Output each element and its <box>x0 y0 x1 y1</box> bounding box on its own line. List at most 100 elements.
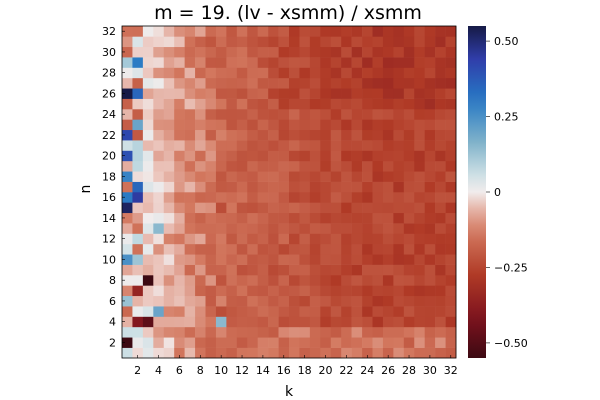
heatmap-cell <box>247 212 258 224</box>
heatmap-cell <box>372 119 384 131</box>
heatmap-cell <box>132 254 144 265</box>
heatmap-cell <box>174 243 185 255</box>
heatmap-cell <box>320 109 332 120</box>
heatmap-cell <box>184 212 196 224</box>
heatmap-cell <box>163 275 175 286</box>
heatmap-cell <box>403 306 415 317</box>
x-tick-label: 30 <box>423 364 437 377</box>
heatmap-cell <box>330 88 342 99</box>
heatmap-cell <box>122 171 133 182</box>
heatmap-cell <box>236 347 248 359</box>
heatmap-cell <box>174 285 185 297</box>
heatmap-cell <box>153 295 165 307</box>
heatmap-cell <box>122 347 133 359</box>
heatmap-cell <box>393 98 405 110</box>
heatmap-cell <box>362 275 373 286</box>
heatmap-cell <box>268 316 279 328</box>
x-tick-label: 18 <box>298 364 312 377</box>
heatmap-cell <box>174 77 185 89</box>
heatmap-cell <box>184 326 196 338</box>
heatmap-cell <box>372 347 384 359</box>
heatmap-cell <box>289 337 300 348</box>
heatmap-cell <box>226 77 238 89</box>
heatmap-cell <box>424 140 436 151</box>
heatmap-cell <box>215 129 227 141</box>
heatmap-cell <box>372 295 384 307</box>
heatmap-cell <box>132 67 144 79</box>
x-tick-label: 6 <box>176 364 183 377</box>
heatmap-cell <box>142 337 154 348</box>
heatmap-cell <box>278 202 290 214</box>
heatmap-cell <box>309 316 321 328</box>
heatmap-cell <box>174 337 185 348</box>
heatmap-cell <box>257 347 269 359</box>
heatmap-cell <box>403 316 415 328</box>
heatmap-cell <box>435 192 446 203</box>
heatmap-cell <box>362 171 373 182</box>
heatmap-cell <box>257 129 269 141</box>
heatmap-cell <box>205 347 217 359</box>
heatmap-cell <box>320 316 332 328</box>
heatmap-cell <box>184 77 196 89</box>
heatmap-cell <box>132 181 144 193</box>
heatmap-cell <box>320 347 332 359</box>
heatmap-cell <box>393 243 405 255</box>
heatmap-cell <box>153 119 165 131</box>
heatmap-cell <box>341 264 352 276</box>
heatmap-cell <box>122 233 133 245</box>
heatmap-cell <box>289 316 300 328</box>
heatmap-cell <box>414 77 425 89</box>
x-tick-label: 24 <box>360 364 374 377</box>
heatmap-cell <box>351 192 363 203</box>
heatmap-cell <box>299 285 311 297</box>
heatmap-cell <box>299 264 311 276</box>
heatmap-cell <box>268 46 279 58</box>
heatmap-cell <box>268 109 279 120</box>
heatmap-cell <box>320 233 332 245</box>
heatmap-cell <box>257 77 269 89</box>
heatmap-cell <box>424 212 436 224</box>
heatmap-cell <box>403 160 415 172</box>
heatmap-cell <box>435 26 446 37</box>
heatmap-cell <box>341 57 352 68</box>
heatmap-cell <box>132 129 144 141</box>
heatmap-cell <box>351 67 363 79</box>
heatmap-cell <box>236 285 248 297</box>
heatmap-cell <box>362 160 373 172</box>
heatmap-cell <box>153 36 165 48</box>
heatmap-cell <box>163 150 175 162</box>
heatmap-cell <box>278 77 290 89</box>
heatmap-cell <box>174 150 185 162</box>
heatmap-cell <box>278 295 290 307</box>
heatmap-cell <box>132 171 144 182</box>
heatmap-cell <box>435 98 446 110</box>
heatmap-cell <box>330 57 342 68</box>
heatmap-cell <box>424 98 436 110</box>
heatmap-cell <box>174 57 185 68</box>
heatmap-cell <box>341 46 352 58</box>
heatmap-cell <box>236 326 248 338</box>
heatmap-cell <box>414 181 425 193</box>
heatmap-cell <box>393 88 405 99</box>
heatmap-cell <box>195 223 206 234</box>
heatmap-cell <box>122 275 133 286</box>
heatmap-cell <box>414 150 425 162</box>
heatmap-cell <box>341 36 352 48</box>
heatmap-cell <box>184 306 196 317</box>
heatmap-cell <box>226 46 238 58</box>
heatmap-cell <box>195 192 206 203</box>
heatmap-cell <box>142 129 154 141</box>
heatmap-cell <box>424 171 436 182</box>
heatmap-cell <box>289 171 300 182</box>
heatmap-cell <box>362 285 373 297</box>
heatmap-cell <box>153 67 165 79</box>
heatmap-cell <box>184 347 196 359</box>
heatmap-cell <box>299 295 311 307</box>
heatmap-cell <box>122 326 133 338</box>
heatmap-cell <box>236 295 248 307</box>
heatmap-cell <box>184 181 196 193</box>
heatmap-cell <box>309 254 321 265</box>
heatmap-cell <box>320 171 332 182</box>
heatmap-cell <box>289 109 300 120</box>
heatmap-cell <box>205 160 217 172</box>
